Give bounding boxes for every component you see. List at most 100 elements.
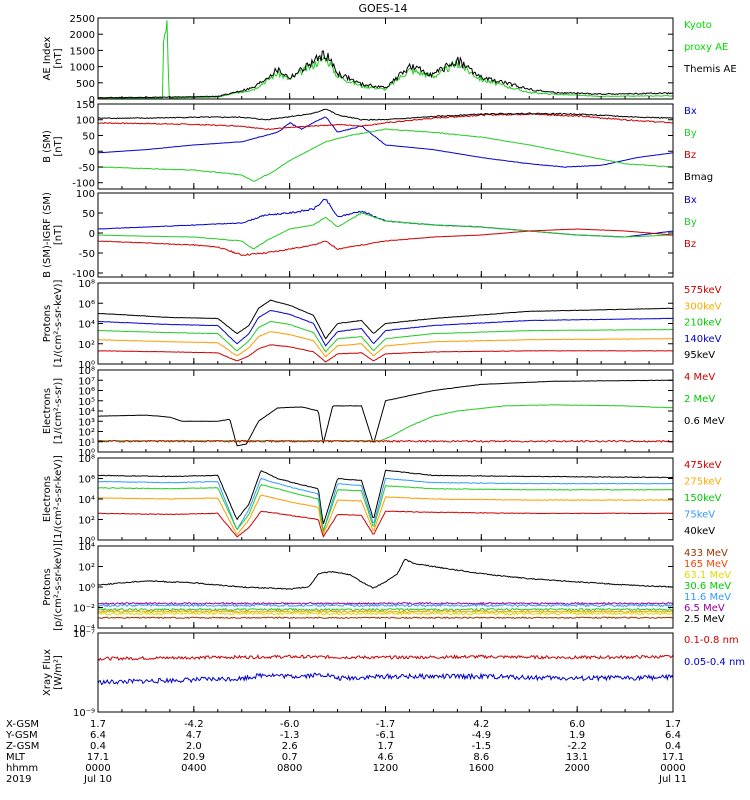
- legend-label: 275keV: [684, 477, 722, 488]
- series-line-275kev: [98, 494, 673, 536]
- panel-0: 0 500 1000 1500 2000 2500 AE Index[nT] Kyoto pro…: [42, 14, 737, 106]
- ephemeris-value: -4.2: [184, 719, 204, 730]
- ephemeris-value: -4.9: [472, 730, 492, 741]
- ephemeris-value: -1.3: [280, 730, 300, 741]
- y-tick-label: 0: [89, 147, 95, 158]
- y-tick-label: 10⁸: [78, 279, 95, 290]
- panel-series: [98, 558, 673, 620]
- y-tick-label: -50: [79, 249, 95, 260]
- y-axis-label-line: [1/(cm²-s-sr-keV)]: [53, 455, 64, 543]
- y-axis-label-line: [1/(cm²-s-sr)]: [53, 378, 64, 444]
- y-tick-label: 10⁻⁷: [73, 629, 95, 640]
- ephemeris-value: -1.5: [472, 741, 492, 752]
- y-tick-label: 10⁻²: [73, 604, 95, 615]
- legend-label: 2 MeV: [684, 394, 715, 405]
- series-line-475kev: [98, 510, 673, 538]
- y-axis-label-line: B (SM)-IGRF (SM): [42, 192, 53, 278]
- series-line-kyoto-proxy-ae: [98, 20, 673, 99]
- legend-label: 0.6 MeV: [684, 416, 725, 427]
- y-tick-label: 1000: [70, 63, 95, 74]
- ephemeris-value: -6.0: [280, 719, 300, 730]
- series-line-40kev: [98, 469, 673, 525]
- y-tick-label: 150: [76, 100, 95, 111]
- ephemeris-value: -6.1: [376, 730, 396, 741]
- series-line-bx: [98, 116, 673, 168]
- panel-5: 10⁰ 10² 10⁴ 10⁶ 10⁸ Electrons[1/(cm²-s-sr-keV…: [42, 454, 722, 547]
- y-axis-label: Electrons[1/(cm²-s-sr-keV)]: [42, 455, 64, 543]
- legend-label: Bx: [684, 106, 697, 117]
- ephemeris-value: 1.7: [378, 741, 394, 752]
- ephemeris-value: 1.9: [569, 730, 585, 741]
- y-axis-label-line: [W/m²]: [53, 655, 64, 690]
- series-line-150kev: [98, 483, 673, 532]
- ephemeris-value: 6.0: [569, 719, 585, 730]
- panel-frame: [97, 369, 674, 453]
- y-tick-label: 0: [89, 95, 95, 106]
- series-line-433-mev: [98, 616, 673, 620]
- y-tick-label: 10⁶: [78, 387, 95, 398]
- legend-label: 210keV: [684, 318, 722, 329]
- legend-label: Kyoto: [684, 20, 712, 31]
- series-line-0-05-0-4-nm: [98, 672, 673, 686]
- series-line-bz: [98, 113, 673, 131]
- series-line-210kev: [98, 320, 673, 353]
- y-tick-label: 100: [76, 189, 95, 200]
- y-tick-label: 0: [89, 229, 95, 240]
- ephemeris-value: 0000: [660, 763, 685, 774]
- panel-series: [98, 20, 673, 99]
- ephemeris-value: 13.1: [566, 752, 588, 763]
- legend-label: 95keV: [684, 350, 715, 361]
- ephemeris-value: 6.4: [90, 730, 106, 741]
- y-tick-label: -100: [72, 269, 95, 280]
- y-axis-label-line: [1/(cm²-s-sr-keV)]: [53, 280, 64, 368]
- y-tick-label: 10⁸: [78, 454, 95, 465]
- y-tick-label: 10⁰: [78, 360, 95, 371]
- series-line-95kev: [98, 299, 673, 340]
- legend-label: 4 MeV: [684, 372, 715, 383]
- series-line-11-6-mev: [98, 603, 673, 608]
- y-tick-label: 2000: [70, 30, 95, 41]
- y-tick-label: 10⁴: [78, 542, 95, 553]
- y-tick-label: 10⁷: [78, 376, 95, 387]
- y-tick-label: 10²: [78, 428, 95, 439]
- y-tick-label: 10³: [78, 417, 95, 428]
- ephemeris-value: 1200: [373, 763, 398, 774]
- panel-series: [98, 198, 673, 257]
- y-tick-label: 10²: [78, 516, 95, 527]
- y-tick-label: -50: [79, 163, 95, 174]
- series-line-0-6-mev: [98, 379, 673, 447]
- y-tick-label: 10²: [78, 340, 95, 351]
- legend-label: 30.6 MeV: [684, 581, 731, 592]
- ephemeris-value: Jul 11: [658, 774, 687, 785]
- series-line-bx: [98, 198, 673, 238]
- legend-label: Bx: [684, 195, 697, 206]
- y-tick-label: 50: [82, 131, 95, 142]
- y-tick-label: 10¹: [78, 438, 95, 449]
- panel-2: -100 -50 0 50 100 B (SM)-IGRF (SM)[nT] Bx By Bz: [42, 189, 697, 280]
- series-line-2-mev: [98, 404, 673, 442]
- ephemeris-value: 4.7: [186, 730, 202, 741]
- series-line-63-1-mev: [98, 611, 673, 616]
- legend-label: 0.1-0.8 nm: [684, 635, 739, 646]
- y-tick-label: 10⁴: [78, 495, 95, 506]
- y-axis-label-line: Electrons: [42, 388, 53, 434]
- ephemeris-value: 1.7: [90, 719, 106, 730]
- y-tick-label: 50: [82, 209, 95, 220]
- ephemeris-value: 4.6: [378, 752, 394, 763]
- ephemeris-value: 0.7: [282, 752, 298, 763]
- ephemeris-value: 17.1: [87, 752, 109, 763]
- ephemeris-value: 1600: [469, 763, 494, 774]
- y-axis-label-line: Protons: [42, 305, 53, 342]
- ephemeris-row-label: hhmm: [6, 763, 38, 774]
- y-tick-label: 100: [76, 116, 95, 127]
- y-tick-label: -100: [72, 179, 95, 190]
- panel-series: [98, 654, 673, 686]
- panel-3: 10⁰ 10² 10⁴ 10⁶ 10⁸ Protons[1/(cm²-s-sr-keV)]…: [42, 279, 722, 371]
- series-line-575kev: [98, 344, 673, 363]
- y-axis-label: Protons[1/(cm²-s-sr-keV)]: [42, 280, 64, 368]
- ephemeris-value: 0.4: [665, 741, 681, 752]
- series-line-300kev: [98, 331, 673, 358]
- y-axis-label-line: B (SM): [42, 130, 53, 163]
- ephemeris-row-label: 2019: [6, 774, 31, 785]
